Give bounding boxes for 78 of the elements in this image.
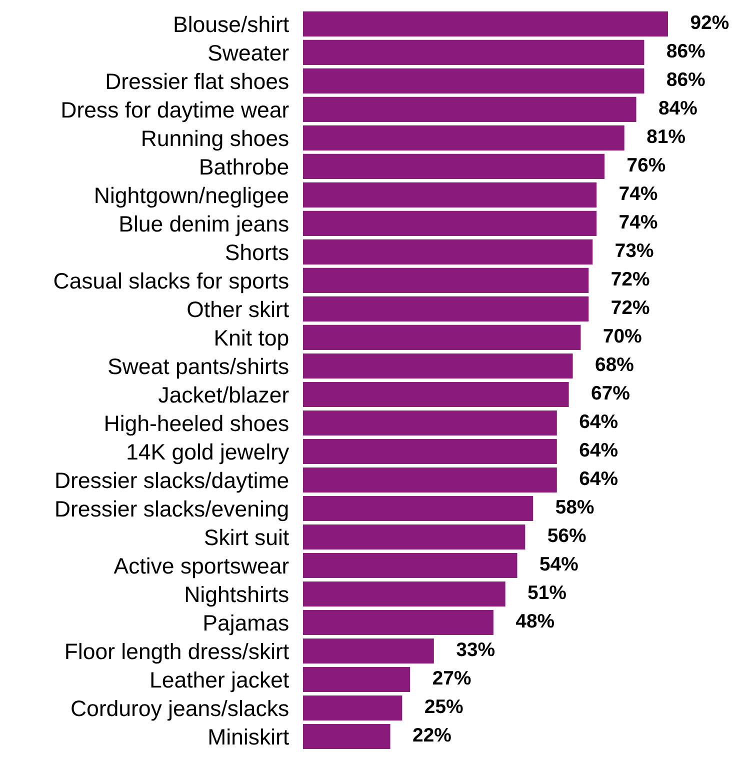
- data-label: 22%: [413, 728, 451, 742]
- data-label: 64%: [580, 471, 618, 486]
- y-tick-label: Other skirt: [188, 300, 289, 318]
- data-label: 81%: [647, 129, 685, 144]
- data-label: 68%: [596, 357, 634, 372]
- y-tick-label: Nightgown/negligee: [96, 186, 288, 208]
- data-label: 70%: [604, 328, 642, 343]
- data-label: 76%: [628, 158, 666, 172]
- y-tick-label: Dressier flat shoes: [106, 72, 288, 90]
- y-tick-label: Active sportswear: [114, 557, 289, 578]
- bar: [303, 96, 636, 122]
- bar: [303, 239, 593, 265]
- data-label: 72%: [612, 300, 650, 314]
- bar: [303, 182, 597, 208]
- y-tick-label: Running shoes: [142, 130, 288, 151]
- y-tick-label: Pajamas: [204, 614, 288, 636]
- y-tick-label: Shorts: [226, 244, 288, 260]
- y-tick-label: Sweater: [208, 44, 289, 61]
- bar: [303, 638, 434, 664]
- bar: [303, 268, 589, 294]
- y-tick-label: Dressier slacks/evening: [56, 500, 288, 522]
- data-label: 51%: [528, 585, 566, 600]
- data-label: 92%: [690, 15, 729, 30]
- bar: [303, 524, 526, 550]
- y-tick-label: Dress for daytime wear: [62, 101, 289, 122]
- y-tick-label: Casual slacks for sports: [54, 272, 288, 294]
- data-label: 74%: [620, 214, 658, 229]
- y-tick-label: High-heeled shoes: [106, 414, 288, 436]
- data-label: 84%: [659, 100, 697, 115]
- bar: [303, 724, 390, 750]
- y-tick-label: 14K gold jewelry: [128, 443, 290, 464]
- y-tick-label: Floor length dress/skirt: [66, 642, 289, 664]
- data-label: 64%: [580, 414, 618, 428]
- y-tick-label: Leather jacket: [151, 671, 289, 692]
- y-tick-label: Dressier slacks/daytime: [56, 472, 288, 493]
- bar: [303, 210, 597, 236]
- bar: [303, 40, 644, 66]
- data-label: 25%: [425, 699, 463, 714]
- bar: [303, 438, 557, 464]
- bar: [303, 552, 518, 578]
- y-tick-label: Nightshirts: [186, 586, 288, 607]
- y-tick-label: Knit top: [216, 329, 288, 350]
- data-label: 86%: [667, 72, 705, 86]
- data-label: 33%: [456, 642, 495, 656]
- data-label: 73%: [616, 243, 654, 258]
- bar: [303, 296, 589, 322]
- y-tick-label: Jacket/blazer: [158, 386, 289, 403]
- bar: [303, 154, 605, 180]
- bar: [303, 125, 624, 151]
- bar: [303, 666, 410, 692]
- data-label: 64%: [580, 442, 618, 457]
- data-label: 48%: [516, 614, 554, 628]
- data-label: 74%: [620, 186, 658, 200]
- bar: [303, 410, 557, 436]
- data-label: 67%: [592, 386, 630, 400]
- bar: [303, 382, 569, 408]
- y-tick-label: Miniskirt: [209, 728, 289, 745]
- bar: [303, 324, 581, 350]
- bar: [303, 467, 557, 493]
- bar: [303, 353, 573, 379]
- data-label: 27%: [433, 670, 471, 685]
- y-tick-label: Blouse/shirt: [174, 16, 289, 32]
- bar: [303, 11, 668, 36]
- data-label: 86%: [667, 44, 705, 58]
- data-label: 56%: [548, 528, 586, 542]
- data-label: 58%: [556, 500, 594, 514]
- y-tick-label: Skirt suit: [204, 528, 289, 546]
- bar: [303, 581, 506, 607]
- y-tick-label: Sweat pants/shirts: [108, 358, 288, 379]
- data-label: 72%: [612, 272, 650, 286]
- bar: [303, 496, 534, 522]
- data-label: 54%: [540, 556, 578, 571]
- bar: [303, 695, 402, 721]
- y-tick-label: Bathrobe: [200, 158, 288, 175]
- bar: [303, 610, 494, 636]
- y-tick-label: Corduroy jeans/slacks: [72, 700, 288, 721]
- bar: [303, 68, 644, 94]
- y-tick-label: Blue denim jeans: [120, 215, 288, 236]
